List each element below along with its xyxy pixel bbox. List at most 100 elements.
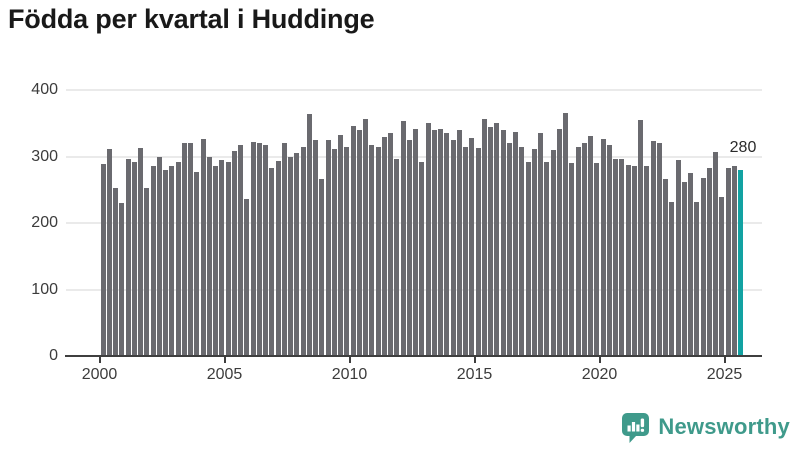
bar bbox=[463, 146, 468, 356]
bar bbox=[231, 150, 237, 356]
bar bbox=[188, 143, 193, 356]
bar bbox=[713, 151, 718, 356]
bar bbox=[650, 140, 656, 356]
bar bbox=[131, 161, 137, 356]
bar bbox=[250, 141, 256, 356]
y-axis-tick-label: 400 bbox=[31, 81, 58, 98]
bar bbox=[456, 129, 462, 356]
x-axis-tick bbox=[473, 357, 476, 363]
bar bbox=[544, 161, 550, 356]
newsworthy-speech-bubble-chart-icon bbox=[620, 411, 651, 444]
x-axis-tick bbox=[598, 357, 601, 363]
bar bbox=[594, 163, 600, 356]
bar bbox=[288, 156, 293, 356]
bar bbox=[125, 159, 131, 356]
bar bbox=[263, 145, 268, 356]
bar bbox=[450, 139, 456, 356]
bar bbox=[306, 113, 312, 356]
bar bbox=[619, 159, 625, 356]
y-axis-tick-label: 0 bbox=[49, 347, 58, 364]
bar bbox=[181, 142, 187, 356]
bar bbox=[200, 138, 206, 356]
x-axis-tick-label: 2025 bbox=[706, 366, 743, 383]
bar bbox=[150, 166, 156, 356]
x-axis-tick-label: 2010 bbox=[331, 366, 368, 383]
bar bbox=[600, 139, 606, 356]
bar bbox=[725, 167, 731, 356]
bar bbox=[675, 159, 681, 356]
bar bbox=[213, 166, 218, 356]
bar bbox=[338, 135, 343, 356]
branding-footer: Newsworthy bbox=[620, 408, 790, 446]
bar bbox=[106, 148, 112, 356]
x-axis-tick bbox=[723, 357, 726, 363]
bar bbox=[719, 197, 725, 356]
bar bbox=[388, 133, 393, 356]
bar bbox=[300, 146, 306, 356]
bar bbox=[100, 163, 106, 356]
bar bbox=[206, 156, 212, 356]
bar bbox=[163, 170, 168, 356]
x-axis-tick bbox=[98, 357, 101, 363]
x-axis-tick bbox=[223, 357, 226, 363]
bar bbox=[375, 146, 381, 356]
bar bbox=[475, 147, 481, 356]
bar bbox=[275, 160, 281, 356]
bar bbox=[363, 118, 368, 356]
bar bbox=[644, 165, 650, 356]
bar bbox=[313, 139, 318, 356]
bar bbox=[488, 126, 493, 356]
bar bbox=[606, 145, 612, 356]
y-axis-tick-label: 200 bbox=[31, 214, 58, 231]
bar bbox=[625, 165, 631, 356]
bar bbox=[406, 139, 412, 356]
bar bbox=[431, 129, 437, 356]
bar bbox=[700, 178, 706, 356]
bar bbox=[381, 136, 387, 356]
bar bbox=[225, 161, 231, 356]
brand-name: Newsworthy bbox=[658, 414, 790, 439]
bar bbox=[481, 118, 487, 356]
bar bbox=[500, 129, 506, 356]
bar bbox=[513, 131, 518, 356]
bar bbox=[294, 153, 300, 356]
bar bbox=[550, 149, 556, 356]
bar bbox=[575, 146, 581, 356]
x-axis-tick-label: 2015 bbox=[456, 366, 493, 383]
bar bbox=[425, 123, 431, 356]
bar bbox=[175, 161, 181, 356]
bar bbox=[400, 121, 406, 356]
bar bbox=[194, 171, 200, 356]
bar bbox=[238, 144, 243, 356]
bar bbox=[369, 145, 375, 356]
x-axis-line bbox=[65, 355, 762, 357]
bar bbox=[256, 143, 262, 356]
bar bbox=[538, 133, 543, 356]
bar bbox=[244, 199, 250, 356]
bar bbox=[613, 159, 618, 356]
bar bbox=[688, 173, 693, 356]
bar bbox=[588, 135, 593, 356]
bar bbox=[469, 137, 475, 356]
bar bbox=[681, 182, 687, 356]
bar bbox=[419, 161, 425, 356]
bar bbox=[144, 188, 150, 356]
bar bbox=[506, 143, 512, 356]
bar bbox=[569, 163, 575, 356]
bar bbox=[631, 166, 637, 356]
bar bbox=[694, 201, 700, 356]
bar bbox=[138, 147, 143, 356]
bar bbox=[113, 188, 118, 356]
bar bbox=[638, 119, 643, 356]
bar bbox=[119, 203, 125, 356]
bar bbox=[281, 142, 287, 356]
bar bbox=[444, 133, 450, 356]
last-value-label: 280 bbox=[729, 139, 757, 156]
bar bbox=[581, 142, 587, 356]
x-axis-tick bbox=[348, 357, 351, 363]
bar bbox=[663, 179, 668, 356]
bar bbox=[413, 129, 418, 356]
bar bbox=[556, 128, 562, 356]
